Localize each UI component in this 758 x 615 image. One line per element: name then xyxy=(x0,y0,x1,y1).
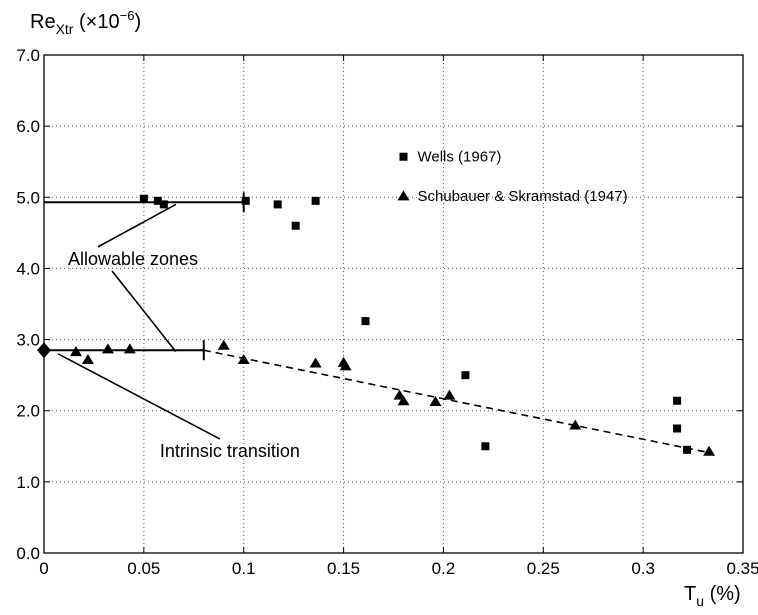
wells-point xyxy=(361,317,370,326)
schubauer-point xyxy=(81,353,94,364)
axis-labels: ReXtr (×10−6) Tu (%) xyxy=(30,8,741,609)
y-tick-label: 1.0 xyxy=(16,473,40,492)
y-tick-label: 4.0 xyxy=(16,259,40,278)
schubauer-point xyxy=(237,353,250,364)
y-tick-label: 5.0 xyxy=(16,188,40,207)
legend-label: Wells (1967) xyxy=(417,149,501,166)
schubauer-point xyxy=(217,339,230,350)
x-axis-label: Tu (%) xyxy=(684,583,741,609)
x-tick-label: 0.2 xyxy=(432,559,456,578)
x-tick-label: 0.3 xyxy=(631,559,655,578)
schubauer-point xyxy=(569,419,582,430)
legend-label: Schubauer & Skramstad (1947) xyxy=(417,188,627,205)
annotation-label: Intrinsic transition xyxy=(160,441,300,461)
y-tick-label: 3.0 xyxy=(16,331,40,350)
plot-frame xyxy=(43,54,744,554)
wells-point xyxy=(159,200,168,209)
trend-line xyxy=(203,349,714,455)
annotation-label: Allowable zones xyxy=(68,249,198,269)
schubauer-point xyxy=(101,343,114,354)
wells-point xyxy=(139,194,148,203)
schubauer-point xyxy=(123,343,136,354)
wells-point xyxy=(683,445,692,454)
wells-point xyxy=(311,196,320,205)
annotations: Allowable zones Intrinsic transition xyxy=(57,203,300,461)
schubauer-point xyxy=(339,360,352,371)
wells-point xyxy=(673,424,682,433)
wells-point xyxy=(673,396,682,405)
axes: 0 0.05 0.1 0.15 0.2 0.25 0.3 0.35 0.0 1.0 2.0 3.0 4.… xyxy=(16,46,758,578)
y-tick-label: 6.0 xyxy=(16,117,40,136)
legend-marker-schubauer xyxy=(397,190,410,201)
schubauer-point xyxy=(443,389,456,400)
wells-point xyxy=(273,200,282,209)
wells-point xyxy=(241,196,250,205)
x-tick-label: 0.15 xyxy=(327,559,360,578)
y-tick-label: 0.0 xyxy=(16,544,40,563)
schubauer-point xyxy=(703,445,716,456)
annotation-pointer xyxy=(97,203,177,248)
x-tick-label: 0.35 xyxy=(726,559,758,578)
x-tick-label: 0 xyxy=(39,559,48,578)
wells-point xyxy=(153,196,162,205)
wells-point xyxy=(461,371,470,380)
schubauer-point xyxy=(429,395,442,406)
data-points xyxy=(37,194,716,456)
wells-point xyxy=(291,221,300,230)
y-tick-label: 7.0 xyxy=(16,46,40,65)
y-tick-label: 2.0 xyxy=(16,402,40,421)
wells-point xyxy=(481,442,490,451)
legend-marker-wells xyxy=(399,152,408,161)
y-axis-label: ReXtr (×10−6) xyxy=(30,8,141,37)
annotation-pointer xyxy=(57,353,221,440)
legend: Wells (1967) Schubauer & Skramstad (1947) xyxy=(397,149,628,205)
annotation-pointer xyxy=(111,270,177,353)
x-tick-label: 0.1 xyxy=(232,559,256,578)
schubauer-point xyxy=(397,395,410,406)
schubauer-point xyxy=(309,357,322,368)
schubauer-point xyxy=(69,346,82,357)
x-tick-label: 0.05 xyxy=(127,559,160,578)
x-tick-label: 0.25 xyxy=(527,559,560,578)
